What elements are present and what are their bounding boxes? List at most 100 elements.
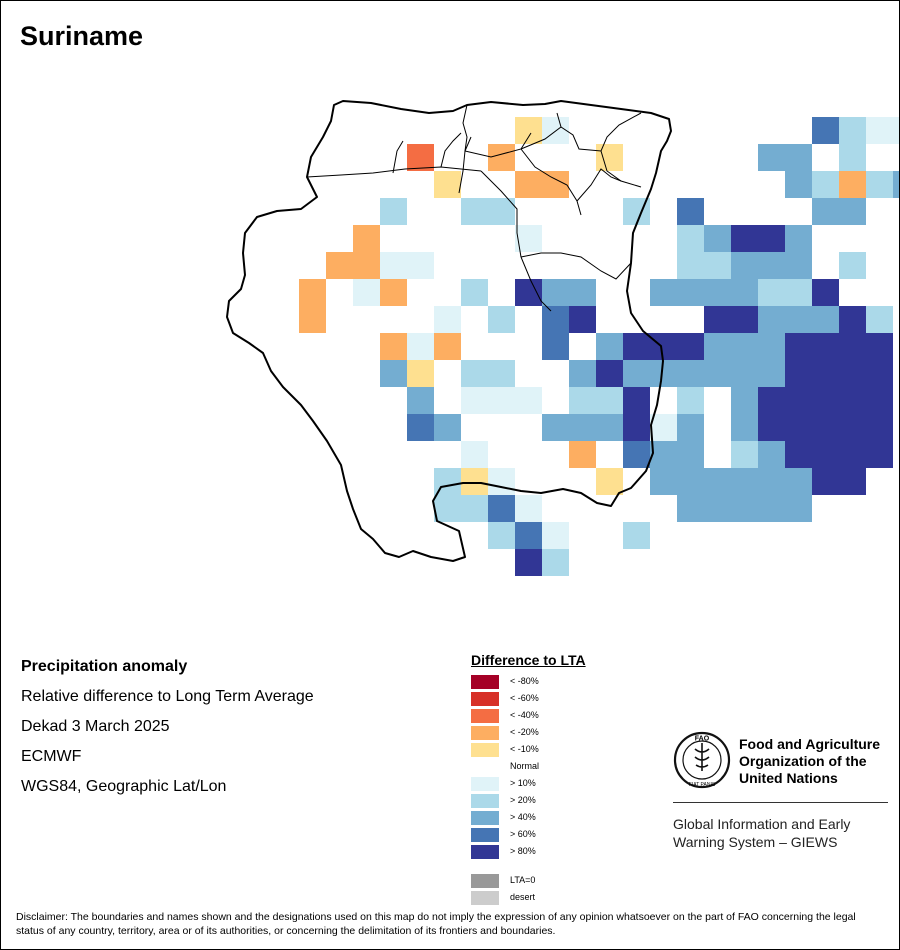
anomaly-cell — [488, 198, 515, 225]
system-name: Global Information and Early Warning Sys… — [673, 816, 851, 850]
legend-title: Difference to LTA — [471, 652, 586, 668]
legend-item: < -20% — [471, 724, 586, 741]
legend-items: < -80% < -60% < -40% < -20% < -10% Normal > 10… — [471, 673, 586, 860]
anomaly-cell — [704, 252, 731, 279]
anomaly-cell — [839, 252, 866, 279]
anomaly-cell — [488, 360, 515, 387]
fao-logo-letters: FAO — [695, 736, 710, 743]
anomaly-cell — [866, 360, 893, 387]
measure-description: Relative difference to Long Term Average — [21, 688, 314, 705]
anomaly-cell — [785, 306, 812, 333]
anomaly-cell — [812, 441, 839, 468]
anomaly-cell — [812, 333, 839, 360]
anomaly-cell — [731, 360, 758, 387]
anomaly-cell — [812, 171, 839, 198]
anomaly-cell — [785, 414, 812, 441]
legend-item: > 20% — [471, 792, 586, 809]
anomaly-map — [226, 100, 899, 576]
anomaly-cell — [623, 360, 650, 387]
anomaly-cell — [515, 171, 542, 198]
anomaly-cell — [812, 117, 839, 144]
anomaly-cell — [542, 171, 569, 198]
anomaly-cell — [353, 252, 380, 279]
legend-label: > 20% — [510, 795, 536, 805]
legend-swatch — [471, 845, 499, 859]
anomaly-cell — [839, 333, 866, 360]
legend-item: > 80% — [471, 843, 586, 860]
fao-logo-icon: FAO FIAT PANIS — [673, 731, 731, 789]
anomaly-cell — [812, 387, 839, 414]
legend-swatch — [471, 777, 499, 791]
anomaly-cell — [731, 252, 758, 279]
legend-swatch — [471, 692, 499, 706]
anomaly-cell — [731, 306, 758, 333]
anomaly-cell — [407, 333, 434, 360]
anomaly-cell — [650, 441, 677, 468]
anomaly-cell — [785, 171, 812, 198]
anomaly-cell — [461, 360, 488, 387]
anomaly-cell — [488, 468, 515, 495]
legend-item: < -60% — [471, 690, 586, 707]
anomaly-cell — [839, 441, 866, 468]
anomaly-cell — [569, 360, 596, 387]
anomaly-cell — [677, 333, 704, 360]
anomaly-cell — [515, 495, 542, 522]
anomaly-cell — [407, 387, 434, 414]
anomaly-cell — [461, 279, 488, 306]
anomaly-cell — [650, 414, 677, 441]
anomaly-cell — [380, 333, 407, 360]
anomaly-cell — [353, 225, 380, 252]
anomaly-cell — [515, 117, 542, 144]
anomaly-cell — [812, 198, 839, 225]
legend-label: LTA=0 — [510, 875, 536, 885]
anomaly-cell — [704, 279, 731, 306]
anomaly-cell — [677, 387, 704, 414]
anomaly-cell — [434, 495, 461, 522]
anomaly-cell — [866, 387, 893, 414]
anomaly-cell — [839, 306, 866, 333]
anomaly-cell — [758, 360, 785, 387]
anomaly-cell — [515, 387, 542, 414]
legend-label: > 10% — [510, 778, 536, 788]
legend-item: desert — [471, 889, 586, 906]
anomaly-cell — [596, 333, 623, 360]
anomaly-cell — [785, 144, 812, 171]
legend-label: > 40% — [510, 812, 536, 822]
anomaly-cell — [866, 117, 893, 144]
anomaly-cell — [785, 387, 812, 414]
legend-item: > 40% — [471, 809, 586, 826]
anomaly-cell — [866, 333, 893, 360]
anomaly-cell — [596, 144, 623, 171]
anomaly-cell — [515, 279, 542, 306]
anomaly-cell — [758, 279, 785, 306]
anomaly-cell — [812, 360, 839, 387]
anomaly-cell — [758, 144, 785, 171]
anomaly-cell — [866, 414, 893, 441]
anomaly-cell — [488, 495, 515, 522]
anomaly-cell — [704, 360, 731, 387]
anomaly-cell — [461, 495, 488, 522]
anomaly-cell — [677, 225, 704, 252]
anomaly-cell — [515, 549, 542, 576]
anomaly-cell — [704, 333, 731, 360]
anomaly-cell — [677, 468, 704, 495]
anomaly-cell — [596, 387, 623, 414]
anomaly-cell — [758, 306, 785, 333]
map-title: Suriname — [20, 21, 144, 51]
anomaly-cell — [299, 306, 326, 333]
divider — [673, 802, 888, 803]
projection: WGS84, Geographic Lat/Lon — [21, 778, 227, 795]
anomaly-cell — [542, 549, 569, 576]
map-info-panel: Precipitation anomaly Relative differenc… — [21, 656, 314, 806]
legend-swatch — [471, 709, 499, 723]
legend-label: < -20% — [510, 727, 539, 737]
anomaly-cell — [623, 387, 650, 414]
anomaly-cell — [623, 522, 650, 549]
legend-swatch — [471, 828, 499, 842]
district-boundaries — [306, 104, 642, 312]
anomaly-cell — [839, 468, 866, 495]
anomaly-cell — [785, 252, 812, 279]
anomaly-cell — [731, 279, 758, 306]
anomaly-cell — [758, 414, 785, 441]
anomaly-cell — [785, 360, 812, 387]
